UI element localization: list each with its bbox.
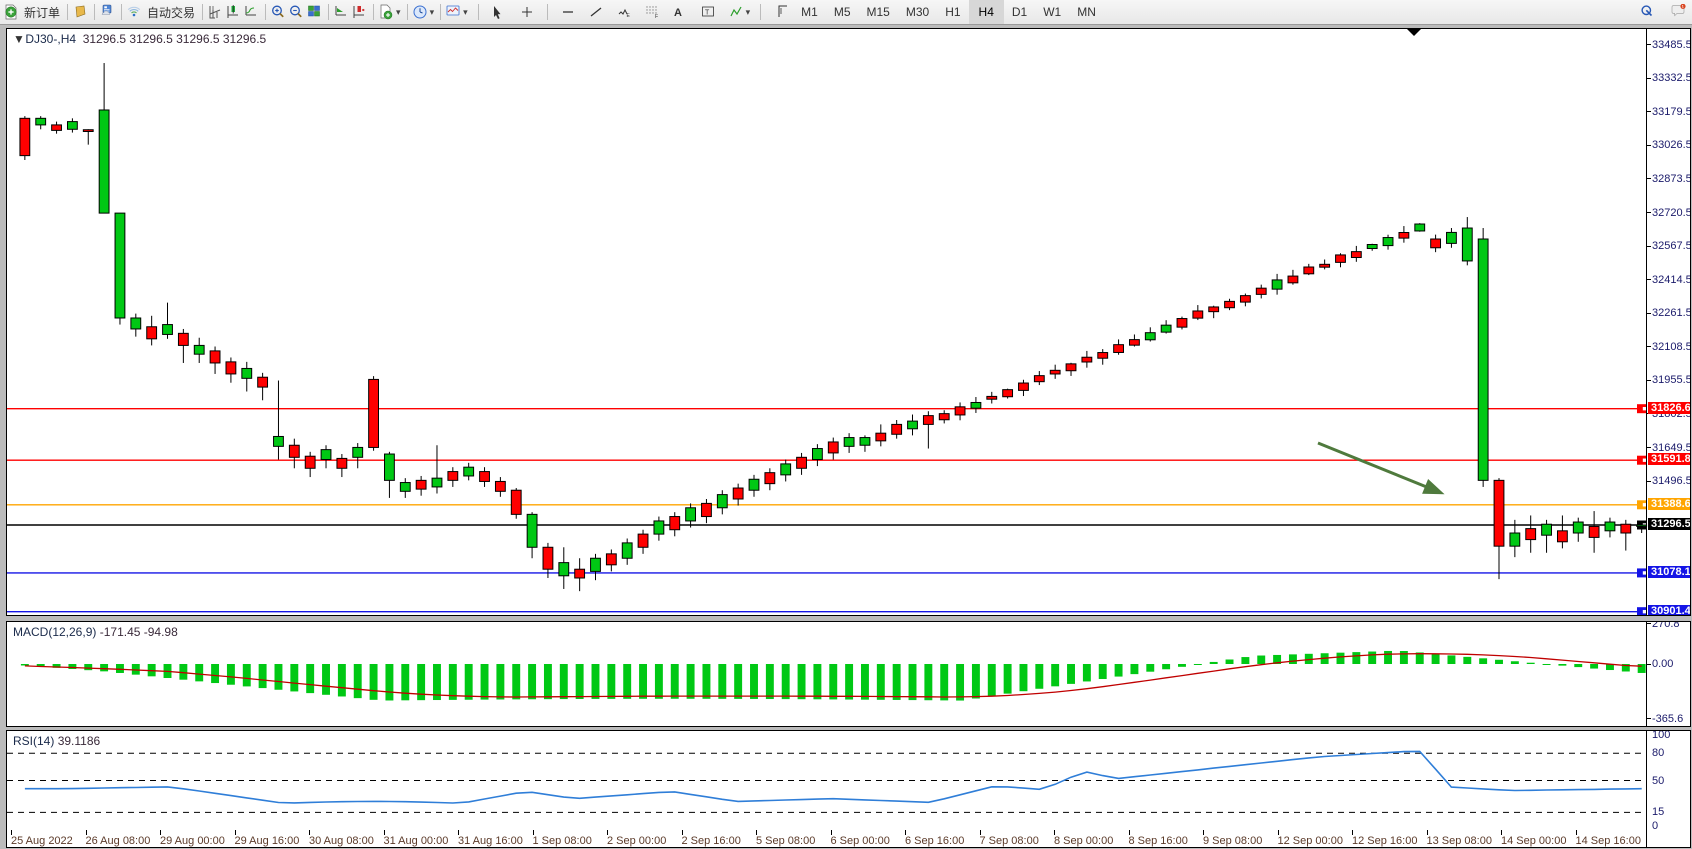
svg-text:E: E xyxy=(626,13,630,19)
svg-text:1: 1 xyxy=(1682,4,1684,8)
svg-text:F: F xyxy=(655,14,658,20)
svg-text:A: A xyxy=(674,7,682,19)
svg-text:T: T xyxy=(705,10,710,17)
